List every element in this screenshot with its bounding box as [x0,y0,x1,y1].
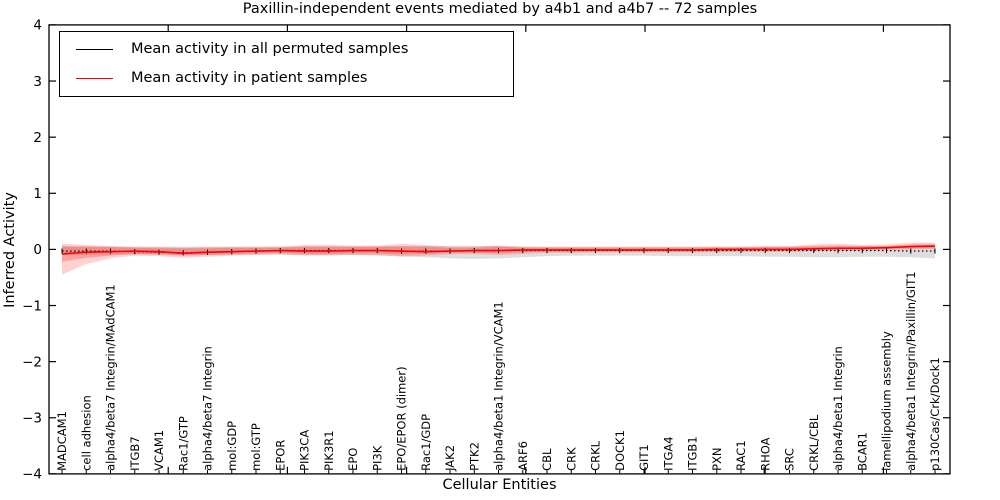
x-tick-label: mol:GDP [225,421,239,471]
x-tick-label: p130Cas/Crk/Dock1 [928,357,942,471]
legend-line-black-icon [76,49,113,50]
x-tick-label: MADCAM1 [55,411,69,471]
x-tick-label: BCAR1 [855,432,869,471]
x-tick-label: alpha4/beta1 Integrin/VCAM1 [492,301,506,471]
legend-line-red-icon [76,78,113,79]
x-tick-label: PIK3R1 [322,430,336,471]
x-tick-label: alpha4/beta1 Integrin [831,346,845,471]
y-axis-label: Inferred Activity [2,192,18,308]
y-tick-label: −2 [22,354,42,370]
legend-item-permuted: Mean activity in all permuted samples [60,35,513,64]
y-tick-label: 1 [33,186,42,202]
x-tick-label: ITGB1 [686,436,700,471]
x-tick-label: SRC [783,448,797,471]
x-tick-label: RAC1 [734,440,748,471]
x-tick-label: VCAM1 [152,430,166,471]
x-tick-label: EPOR [273,440,287,471]
x-tick-label: PTK2 [467,442,481,471]
x-tick-label: PXN [710,447,724,470]
x-tick-label: JAK2 [443,445,457,472]
x-tick-label: alpha4/beta7 Integrin/MAdCAM1 [104,284,118,471]
x-tick-label: GIT1 [637,444,651,471]
x-tick-label: Rac1/GTP [176,416,190,471]
x-tick-label: PIK3CA [298,430,312,471]
chart-title: Paxillin-independent events mediated by … [242,1,758,17]
x-tick-label: PI3K [370,445,384,471]
x-tick-label: DOCK1 [613,430,627,471]
x-tick-label: CRKL/CBL [807,414,821,471]
y-tick-label: −1 [22,298,42,314]
x-tick-label: CBL [540,448,554,471]
legend: Mean activity in all permuted samples Me… [59,31,514,97]
y-tick-label: 3 [33,74,42,90]
patient-mean-line [61,245,936,255]
y-tick-label: −4 [22,467,42,483]
x-tick-label: alpha4/beta1 Integrin/Paxillin/GIT1 [904,271,918,470]
y-tick-label: −3 [22,411,42,427]
x-tick-label: EPO/EPOR (dimer) [395,366,409,471]
x-tick-label: cell adhesion [79,395,93,471]
x-tick-label: RHOA [758,437,772,470]
x-tick-label: Rac1/GDP [419,414,433,471]
x-tick-label: alpha4/beta7 Integrin [201,346,215,471]
legend-label-patient: Mean activity in patient samples [131,70,368,87]
x-tick-label: ARF6 [516,441,530,471]
y-tick-label: 2 [33,130,42,146]
legend-label-permuted: Mean activity in all permuted samples [131,41,409,58]
x-tick-label: CRK [564,447,578,471]
x-tick-label: EPO [346,448,360,471]
y-tick-label: 4 [33,18,42,34]
x-tick-label: ITGB7 [128,436,142,471]
x-tick-label: lamellipodium assembly [880,331,894,471]
x-tick-label: mol:GTP [249,423,263,471]
y-tick-label: 0 [33,242,42,258]
x-tick-label: CRKL [589,440,603,471]
x-axis-label: Cellular Entities [442,477,557,493]
legend-item-patient: Mean activity in patient samples [60,64,513,93]
x-tick-label: ITGA4 [661,436,675,471]
